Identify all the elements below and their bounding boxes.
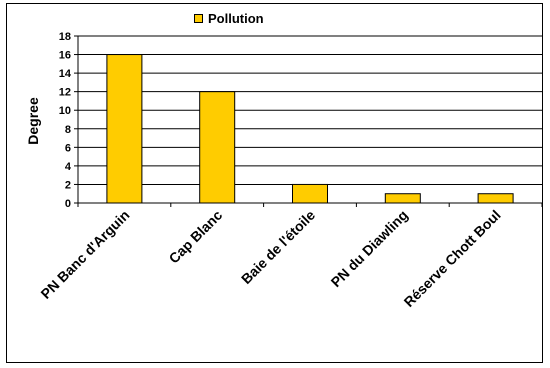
bar bbox=[477, 193, 514, 204]
y-tick-label: 4 bbox=[65, 161, 72, 173]
y-tick-label: 14 bbox=[59, 68, 72, 80]
x-tick-label: PN du Diawling bbox=[328, 207, 411, 290]
legend-swatch bbox=[194, 13, 203, 23]
bar bbox=[199, 91, 236, 204]
y-tick-label: 10 bbox=[59, 105, 71, 117]
bar bbox=[384, 193, 421, 204]
x-tick-label: Réserve Chott Boul bbox=[401, 207, 504, 310]
bar bbox=[106, 54, 143, 204]
legend: Pollution bbox=[194, 10, 264, 26]
y-axis-label: Degree bbox=[25, 97, 41, 145]
chart-frame bbox=[6, 3, 543, 363]
y-tick-labels: 0 2 4 6 8 10 12 14 16 18 bbox=[59, 31, 72, 210]
x-tick-labels: PN Banc d'Arguin Cap Blanc Baie de l'étoil… bbox=[37, 207, 503, 310]
bars bbox=[106, 54, 514, 204]
y-tick-label: 16 bbox=[59, 50, 71, 62]
x-tick-label: Baie de l'étoile bbox=[238, 207, 318, 287]
x-tick-label: PN Banc d'Arguin bbox=[37, 207, 132, 302]
y-tick-label: 8 bbox=[65, 124, 71, 136]
legend-label: Pollution bbox=[208, 10, 264, 26]
bar bbox=[292, 183, 328, 204]
y-tick-label: 0 bbox=[65, 198, 71, 210]
y-tick-label: 2 bbox=[65, 179, 71, 191]
gridlines bbox=[78, 35, 542, 185]
y-tick-label: 12 bbox=[59, 87, 71, 99]
y-tick-label: 18 bbox=[59, 31, 71, 43]
y-tick-label: 6 bbox=[65, 142, 71, 154]
axes bbox=[74, 35, 543, 207]
x-tick-label: Cap Blanc bbox=[166, 207, 226, 267]
